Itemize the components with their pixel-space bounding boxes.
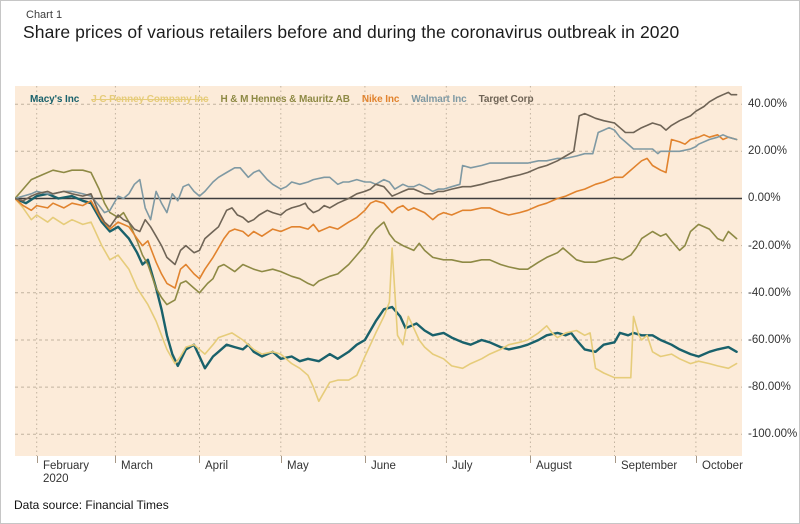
data-source-note: Data source: Financial Times — [14, 498, 169, 512]
series-line-nike-inc — [15, 133, 738, 289]
page-title: Share prices of various retailers before… — [23, 22, 680, 42]
x-axis-tick — [281, 456, 282, 463]
x-axis-tick — [696, 456, 697, 463]
x-axis-tick — [530, 456, 531, 463]
series-line-j-c-penney-company-inc — [15, 197, 738, 403]
x-axis-tick — [199, 456, 200, 463]
y-axis-label: -60.00% — [748, 334, 791, 346]
series-line-walmart-inc — [15, 126, 738, 221]
x-axis-tick — [365, 456, 366, 463]
x-axis-label: October — [702, 460, 743, 472]
legend: Macy's Inc J C Penney Company Inc H & M He… — [30, 94, 534, 105]
series-line-h-m-hennes-mauritz-ab — [15, 169, 738, 306]
x-axis-label: May — [287, 460, 309, 472]
plot-svg — [15, 86, 742, 456]
legend-item-target-corp: Target Corp — [478, 94, 534, 105]
x-axis-tick — [615, 456, 616, 463]
legend-item-h-m-hennes-mauritz-ab: H & M Hennes & Mauritz AB — [220, 94, 350, 105]
x-axis-tick — [37, 456, 38, 463]
y-axis-label: -80.00% — [748, 381, 791, 393]
x-axis-label: September — [621, 460, 678, 472]
x-axis-label: February 2020 — [43, 460, 90, 485]
y-axis-label: 20.00% — [748, 145, 788, 157]
x-axis-tick — [446, 456, 447, 463]
plot-background — [15, 86, 742, 456]
x-axis-label: March — [121, 460, 153, 472]
series-line-target-corp — [15, 91, 738, 266]
legend-item-macy-s-inc: Macy's Inc — [30, 94, 80, 105]
y-axis-label: -40.00% — [748, 287, 791, 299]
x-axis-label: July — [452, 460, 473, 472]
legend-item-nike-inc: Nike Inc — [361, 94, 400, 105]
x-axis-label: April — [205, 460, 229, 472]
x-axis-label: June — [371, 460, 396, 472]
chart-kicker: Chart 1 — [26, 9, 63, 21]
x-axis-label: August — [536, 460, 572, 472]
x-axis-tick — [115, 456, 116, 463]
y-axis-label: -20.00% — [748, 240, 791, 252]
legend-item-walmart-inc: Walmart Inc — [411, 94, 467, 105]
legend-item-j-c-penney-company-inc: J C Penney Company Inc — [91, 94, 209, 105]
series-line-macy-s-inc — [15, 192, 738, 370]
y-axis-label: -100.00% — [748, 428, 798, 440]
y-axis-label: 0.00% — [748, 192, 781, 204]
y-axis-label: 40.00% — [748, 98, 788, 110]
